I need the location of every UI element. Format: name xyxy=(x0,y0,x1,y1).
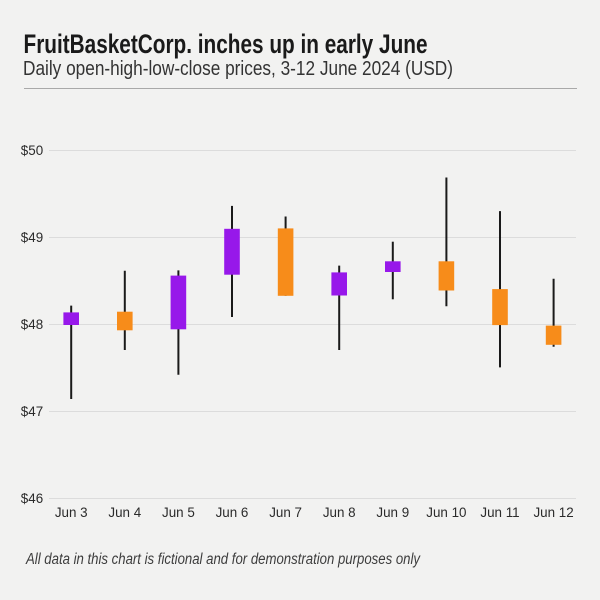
svg-text:FruitBasketCorp. inches up in: FruitBasketCorp. inches up in early June xyxy=(24,29,428,59)
svg-text:Daily open-high-low-close pric: Daily open-high-low-close prices, 3-12 J… xyxy=(23,57,453,80)
svg-text:$46: $46 xyxy=(21,491,43,506)
svg-text:Jun 9: Jun 9 xyxy=(376,505,409,520)
svg-text:Jun 8: Jun 8 xyxy=(323,505,356,520)
svg-text:Jun 4: Jun 4 xyxy=(108,505,141,520)
svg-text:Jun 3: Jun 3 xyxy=(55,505,88,520)
svg-text:Jun 7: Jun 7 xyxy=(269,505,302,520)
svg-text:Jun 5: Jun 5 xyxy=(162,505,195,520)
svg-text:$50: $50 xyxy=(21,143,43,158)
svg-text:All data in this chart is fict: All data in this chart is fictional and … xyxy=(25,551,421,568)
svg-text:$48: $48 xyxy=(21,317,43,332)
svg-text:Jun 12: Jun 12 xyxy=(533,505,573,520)
svg-text:Jun 6: Jun 6 xyxy=(216,505,249,520)
svg-text:$47: $47 xyxy=(21,404,43,419)
svg-text:$49: $49 xyxy=(21,230,43,245)
svg-text:Jun 11: Jun 11 xyxy=(480,505,519,520)
svg-text:Jun 10: Jun 10 xyxy=(426,505,466,520)
